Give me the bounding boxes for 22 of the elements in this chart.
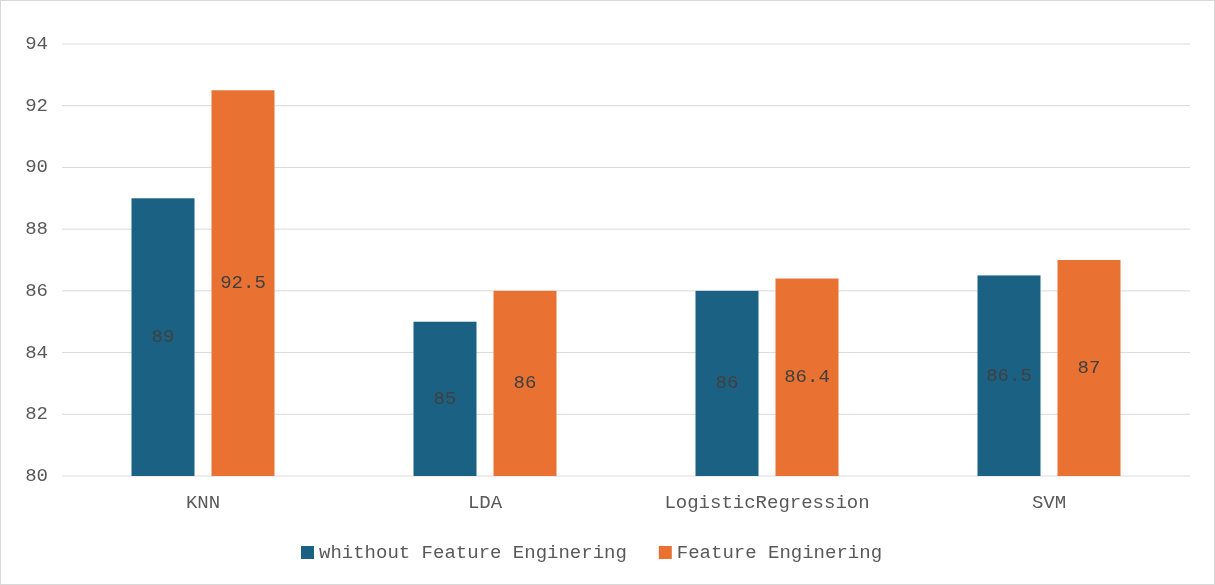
y-tick-label: 88 — [25, 218, 48, 241]
data-label: 85 — [433, 387, 457, 410]
y-tick-label: 82 — [25, 403, 48, 426]
y-tick-label: 92 — [25, 94, 48, 117]
data-label: 89 — [151, 326, 175, 349]
data-label: 86 — [715, 372, 739, 395]
y-tick-label: 80 — [25, 465, 48, 487]
legend-label: Feature Enginering — [676, 542, 883, 564]
data-label: 87 — [1077, 357, 1101, 379]
x-tick-label: KNN — [185, 492, 221, 514]
x-tick-label: LogisticRegression — [664, 492, 870, 514]
data-label: 92.5 — [220, 272, 266, 295]
data-label: 86.5 — [986, 364, 1032, 387]
y-tick-label: 84 — [25, 341, 48, 364]
x-tick-label: SVM — [1031, 492, 1067, 514]
x-tick-label: LDA — [467, 492, 503, 514]
y-tick-label: 94 — [25, 33, 48, 55]
data-label: 86 — [513, 372, 537, 395]
y-tick-label: 90 — [25, 156, 48, 179]
y-tick-label: 86 — [25, 279, 48, 302]
legend-label: whithout Feature Enginering — [319, 542, 627, 564]
data-label: 86.4 — [784, 366, 830, 389]
